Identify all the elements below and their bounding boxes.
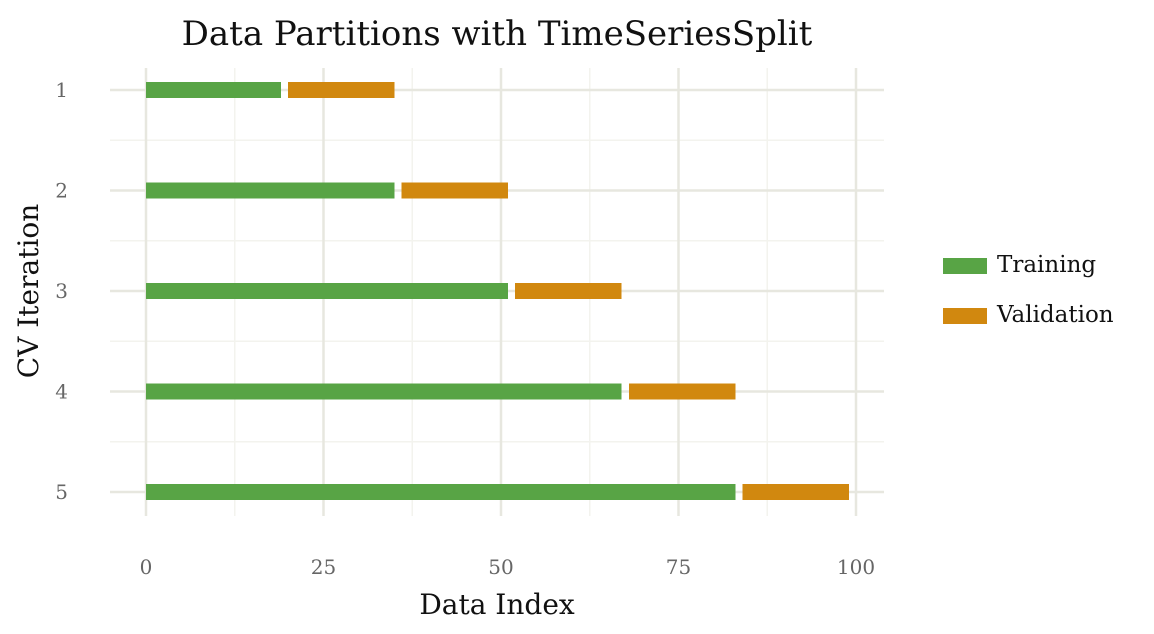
validation-bar-iteration-1 (288, 82, 395, 98)
tick-label-layer: 0 25 50 75 100 1 2 3 4 5 (55, 78, 875, 579)
validation-bar-iteration-3 (515, 283, 622, 299)
y-tick-label: 4 (55, 380, 68, 404)
validation-bar-iteration-2 (401, 182, 509, 199)
legend-label-validation: Validation (996, 302, 1114, 328)
training-bar-iteration-4 (146, 383, 622, 400)
y-tick-label: 1 (55, 78, 68, 102)
validation-bar-iteration-4 (628, 383, 736, 400)
legend-swatch-validation (943, 308, 987, 324)
legend-label-training: Training (997, 252, 1096, 278)
y-tick-label: 3 (55, 279, 68, 303)
legend-swatch-training (943, 258, 987, 274)
y-tick-label: 2 (55, 179, 68, 203)
legend: Training Validation (943, 252, 1114, 328)
training-bar-iteration-2 (146, 182, 395, 199)
validation-bar-iteration-5 (742, 484, 849, 500)
chart-title: Data Partitions with TimeSeriesSplit (182, 14, 813, 54)
x-tick-label: 100 (837, 555, 875, 579)
training-bar-iteration-5 (146, 484, 736, 500)
y-axis-title: CV Iteration (12, 204, 45, 379)
x-tick-label: 0 (140, 555, 153, 579)
y-tick-label: 5 (55, 480, 68, 504)
x-tick-label: 75 (666, 555, 691, 579)
x-axis-title: Data Index (419, 588, 575, 621)
training-bar-iteration-1 (146, 82, 281, 98)
training-bar-iteration-3 (146, 283, 509, 299)
bar-layer (146, 82, 849, 500)
x-tick-label: 50 (488, 555, 513, 579)
x-tick-label: 25 (311, 555, 336, 579)
